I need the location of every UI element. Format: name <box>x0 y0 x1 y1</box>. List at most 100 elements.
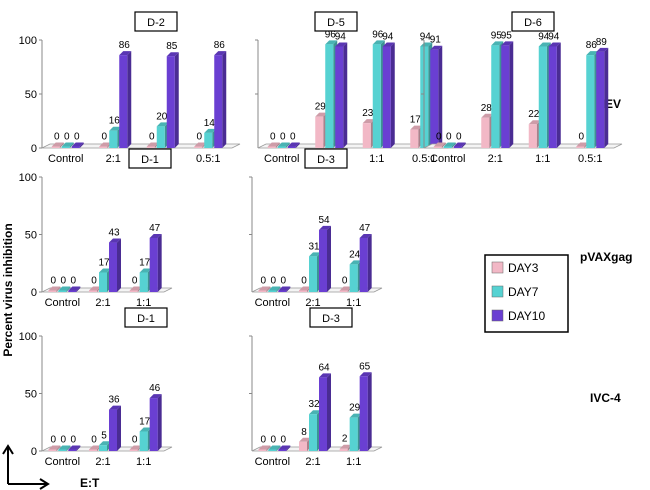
bar-side-day10 <box>117 405 121 451</box>
bar-day10 <box>359 237 368 292</box>
y-tick-label: 50 <box>25 389 37 401</box>
x-tick-label: 2:1 <box>488 153 503 165</box>
bar-top-day3 <box>258 445 271 450</box>
bar-value-label: 46 <box>149 383 161 394</box>
bar-top-day10 <box>287 142 300 147</box>
bar-value-label: 43 <box>108 228 120 239</box>
bar-value-label: 86 <box>119 40 131 51</box>
bar-value-label: 86 <box>586 40 598 51</box>
bar-day10 <box>596 51 605 148</box>
legend-swatch-day10 <box>491 309 504 322</box>
legend: DAY3 DAY7 DAY10 <box>484 254 569 333</box>
y-tick-label: 0 <box>31 446 37 458</box>
bar-top-day7 <box>586 51 599 56</box>
bar-value-label: 0 <box>51 435 57 446</box>
bar-value-label: 20 <box>156 111 168 122</box>
bar-day3 <box>258 290 267 292</box>
bar-top-day10 <box>149 233 162 238</box>
group-label-ivc4: IVC-4 <box>590 391 621 405</box>
bar-top-day3 <box>129 445 142 450</box>
bar-value-label: 0 <box>101 132 107 143</box>
y-tick-label: 100 <box>19 172 37 184</box>
bar-value-label: 94 <box>382 31 394 42</box>
bar-top-day10 <box>278 286 291 291</box>
bar-day7 <box>58 449 67 451</box>
bar-top-day10 <box>430 45 443 50</box>
bar-value-label: 23 <box>362 108 374 119</box>
bar-day3 <box>362 123 371 148</box>
bar-value-label: 29 <box>315 102 327 113</box>
bar-day3 <box>129 290 138 292</box>
bar-top-day7 <box>268 445 281 450</box>
bar-day3 <box>48 290 57 292</box>
bar-side-day3 <box>275 142 280 148</box>
bar-top-day3 <box>51 142 64 147</box>
x-tick-label: 2:1 <box>305 456 320 468</box>
bar-day7 <box>491 45 500 148</box>
legend-label-day10: DAY10 <box>508 309 545 323</box>
bar-top-day10 <box>119 51 132 56</box>
bar-day3 <box>258 449 267 451</box>
bar-value-label: 0 <box>456 132 462 143</box>
bar-day3 <box>481 117 490 148</box>
x-axis-label: E:T <box>80 476 100 490</box>
bar-day3 <box>146 146 155 148</box>
bar-day10 <box>319 229 327 292</box>
bar-top-day10 <box>319 373 331 378</box>
panel-title: D-6 <box>524 17 542 29</box>
bar-value-label: 0 <box>61 435 67 446</box>
bar-value-label: 28 <box>481 103 493 114</box>
group-label-pvaxgag: pVAXgag <box>580 250 632 264</box>
bar-top-day10 <box>359 372 372 377</box>
bar-side-day10 <box>286 445 291 451</box>
bar-side-day7 <box>276 286 281 292</box>
bar-day3 <box>99 146 108 148</box>
bar-value-label: 54 <box>318 215 330 226</box>
x-tick-label: 0.5:1 <box>578 153 602 165</box>
bar-side-day7 <box>66 286 71 292</box>
bar-side-day7 <box>66 445 71 451</box>
panel-title: D-2 <box>147 17 165 29</box>
bar-day3 <box>299 290 307 292</box>
bar-day10 <box>278 290 287 292</box>
bar-day7 <box>268 290 277 292</box>
bar-top-day7 <box>491 41 504 46</box>
bar-value-label: 0 <box>578 132 584 143</box>
legend-label-day3: DAY3 <box>508 261 539 275</box>
bar-value-label: 0 <box>261 276 267 287</box>
bar-value-label: 0 <box>271 435 277 446</box>
bar-top-day7 <box>349 260 362 265</box>
x-tick-label: 2:1 <box>305 297 320 309</box>
x-tick-label: Control <box>255 297 290 309</box>
bar-side-day3 <box>56 445 61 451</box>
panel-title: D-1 <box>141 154 159 166</box>
chart-panel-2: D-5Control0002:12996941:12396940.5:11794… <box>255 11 457 165</box>
bar-value-label: 0 <box>74 132 80 143</box>
bar-top-day3 <box>433 142 446 147</box>
bar-side-day10 <box>461 142 466 148</box>
bar-top-day7 <box>204 128 217 133</box>
bar-top-day7 <box>61 142 74 147</box>
bar-side-day10 <box>509 41 514 148</box>
bar-day3 <box>194 146 203 148</box>
bar-side-day10 <box>157 394 162 451</box>
bar-value-label: 0 <box>281 435 287 446</box>
bar-value-label: 94 <box>420 31 432 42</box>
bar-top-day7 <box>156 122 169 127</box>
bar-top-day10 <box>501 41 514 46</box>
bar-value-label: 89 <box>596 37 608 48</box>
bar-value-label: 85 <box>166 41 178 52</box>
bar-top-day7 <box>58 445 71 450</box>
bar-day3 <box>48 449 57 451</box>
panel-title: D-3 <box>317 154 335 166</box>
bar-side-day10 <box>222 51 227 149</box>
x-tick-label: 0.5:1 <box>196 153 220 165</box>
bar-top-day10 <box>548 42 561 47</box>
bar-top-day7 <box>58 286 71 291</box>
bar-day3 <box>51 146 60 148</box>
legend-swatch-day7 <box>491 285 504 298</box>
bar-side-day7 <box>276 445 281 451</box>
